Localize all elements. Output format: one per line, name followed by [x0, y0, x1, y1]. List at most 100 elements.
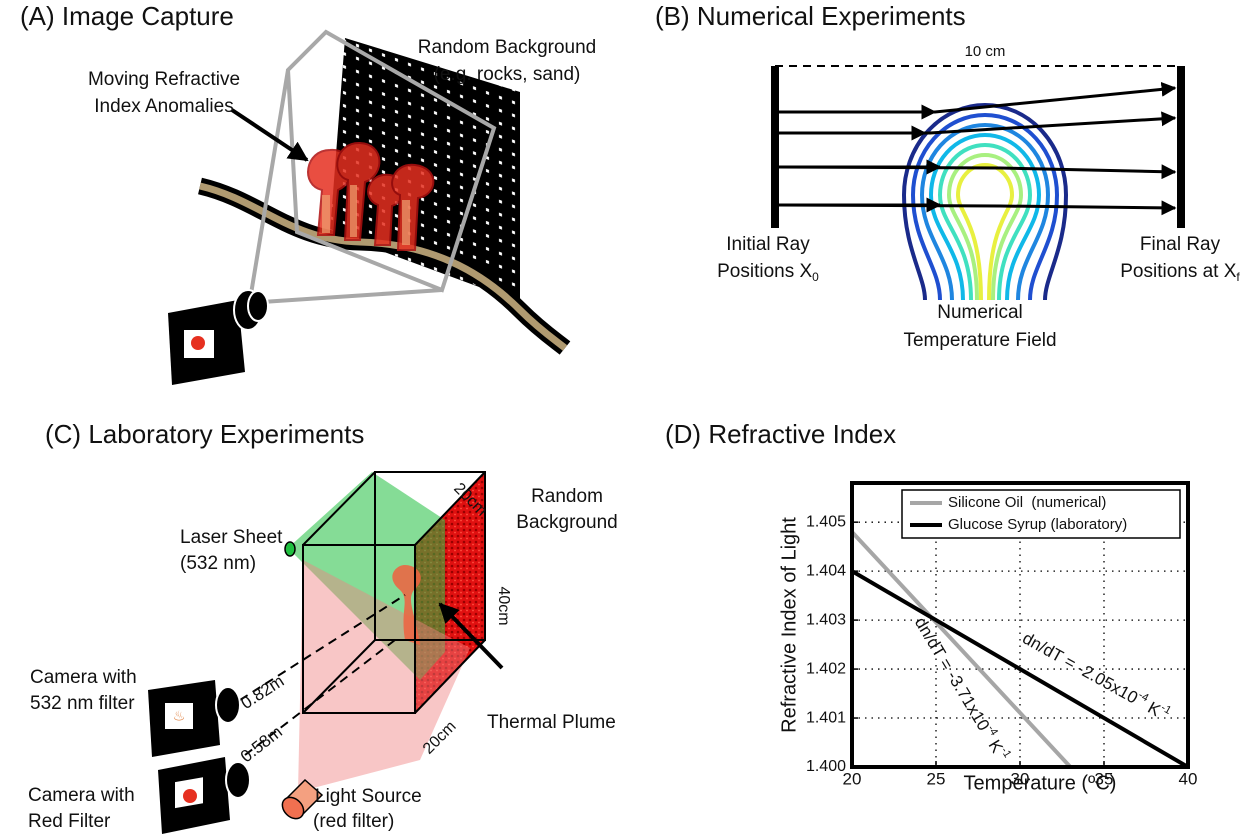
- contour: [919, 123, 1051, 301]
- contour: [946, 153, 1024, 301]
- x-tick-label: 30: [1011, 769, 1030, 788]
- x-tick-label: 40: [1179, 769, 1198, 788]
- label: Numerical: [937, 302, 1023, 323]
- panel-a-drawing-g-rect: [350, 185, 357, 237]
- panel-a-drawing-g-line: [261, 288, 443, 304]
- y-tick-label: 1.404: [806, 562, 846, 579]
- label: Random: [531, 486, 603, 507]
- panel-a-drawing-g: [322, 185, 410, 245]
- annotation-text: dn/dT = -3.71x10: [910, 614, 993, 734]
- label: Background: [516, 512, 617, 533]
- panel-title: (C) Laboratory Experiments: [45, 419, 364, 449]
- y-tick-label: 1.401: [806, 709, 846, 726]
- panel-a-drawing-line: [230, 108, 309, 162]
- panel-c-drawing-g: [239, 594, 406, 756]
- label: (red filter): [313, 811, 394, 832]
- panel-b-drawing-g: [778, 81, 1177, 216]
- temperature-contours: [901, 103, 1069, 301]
- y-tick-label: 1.402: [806, 660, 846, 677]
- label: Light Source: [315, 786, 422, 807]
- panel-c-drawing-line: [438, 602, 504, 670]
- scale-label: 10 cm: [965, 43, 1006, 60]
- x-tick-label: 25: [927, 769, 946, 788]
- panel-c-drawing-polygon: [298, 560, 470, 792]
- label: Camera with: [28, 785, 135, 806]
- series-line: [850, 530, 1072, 769]
- chart: 1.400 1.401 1.402 1.403 1.404 1.405 20 25 30 35 40…: [806, 481, 1198, 788]
- label: Positions X0: [717, 261, 819, 284]
- legend-label: Silicone Oil (numerical): [948, 494, 1106, 511]
- legend-label: Glucose Syrup (laboratory): [948, 516, 1127, 533]
- annotation: dn/dT = -2.05x10-4 K-1: [1019, 627, 1173, 726]
- label: Camera with: [30, 667, 137, 688]
- label-text: Positions at X: [1120, 261, 1236, 282]
- legend-box: [901, 489, 1181, 539]
- subscript: f: [1236, 270, 1240, 284]
- label: Initial Ray: [726, 234, 810, 255]
- panel-c-drawing-circle: [183, 789, 197, 803]
- label: Laser Sheet: [180, 527, 283, 548]
- distance-label: 0.82m: [237, 671, 287, 713]
- label: Final Ray: [1140, 234, 1221, 255]
- panel-c-drawing-ellipse: [225, 761, 251, 799]
- panel-a-drawing-g-rect: [402, 200, 410, 245]
- panel-a-drawing-ellipse: [247, 290, 269, 322]
- contour: [937, 143, 1033, 301]
- subscript: 0: [812, 270, 819, 284]
- panel-a-drawing: [168, 29, 571, 385]
- y-tick-label: 1.403: [806, 611, 846, 628]
- label: Thermal Plume: [487, 712, 616, 733]
- panel-c-drawing-g-line: [302, 639, 376, 714]
- distance-label: 0.58m: [237, 722, 286, 766]
- label: (e.g. rocks, sand): [434, 64, 581, 85]
- y-tick-label: 1.405: [806, 513, 846, 530]
- panel-c-drawing-ellipse: [284, 541, 296, 557]
- label: Index Anomalies: [94, 96, 233, 117]
- panel-c-drawing-ellipse: [215, 686, 241, 724]
- panel-c-drawing-g-line: [244, 639, 396, 756]
- panel-c-drawing-g-line: [239, 594, 406, 701]
- panel-a-drawing-g: [307, 141, 435, 251]
- panel-c-drawing-g-line: [414, 639, 486, 714]
- panel-c-drawing: ♨: [148, 471, 504, 834]
- series-line: [850, 569, 1190, 769]
- x-axis-label: Temperature (ºC): [964, 772, 1117, 794]
- contour: [901, 103, 1069, 301]
- panel-a-drawing-circle: [191, 336, 205, 350]
- label: Temperature Field: [903, 330, 1056, 351]
- panel-a-drawing-g-rect: [322, 195, 330, 233]
- panel-title: (B) Numerical Experiments: [655, 1, 966, 31]
- contour: [910, 113, 1060, 301]
- label: Moving Refractive: [88, 69, 240, 90]
- x-tick-label: 35: [1095, 769, 1114, 788]
- panel-c-drawing-g: [302, 471, 486, 714]
- panel-c-drawing-rect: [165, 703, 193, 729]
- annotation-text: dn/dT = -2.05x10: [1019, 629, 1141, 708]
- dimension-label: 40cm: [495, 586, 512, 625]
- panel-a-drawing-g-path: [336, 141, 381, 241]
- panel-a-drawing-g-polygon: [285, 29, 497, 293]
- y-axis-label: Refractive Index of Light: [778, 517, 800, 733]
- contour: [928, 133, 1042, 301]
- chart-title: (D) Refractive Index: [665, 419, 896, 449]
- label: 532 nm filter: [30, 693, 135, 714]
- x-tick-label: 20: [843, 769, 862, 788]
- icon: ♨: [173, 708, 186, 724]
- panel-a-drawing-g: [248, 29, 497, 304]
- label-text: Positions X: [717, 261, 812, 282]
- y-tick-label: 1.400: [806, 758, 846, 775]
- label: (532 nm): [180, 553, 256, 574]
- contour: [955, 163, 1015, 301]
- panel-c-drawing-g-line: [302, 471, 376, 546]
- label: Positions at Xf: [1120, 261, 1240, 284]
- panel-title: (A) Image Capture: [20, 1, 234, 31]
- label: Red Filter: [28, 811, 111, 832]
- panel-c-drawing-g-line: [414, 471, 486, 546]
- panel-b-drawing-g-polyline: [779, 81, 1177, 114]
- panel-c-drawing-ellipse: [281, 796, 305, 820]
- label: Random Background: [418, 37, 597, 58]
- panel-a-drawing-g-line: [248, 69, 290, 301]
- panel-b-drawing: [771, 65, 1185, 228]
- panel-c-drawing-path: [392, 565, 421, 645]
